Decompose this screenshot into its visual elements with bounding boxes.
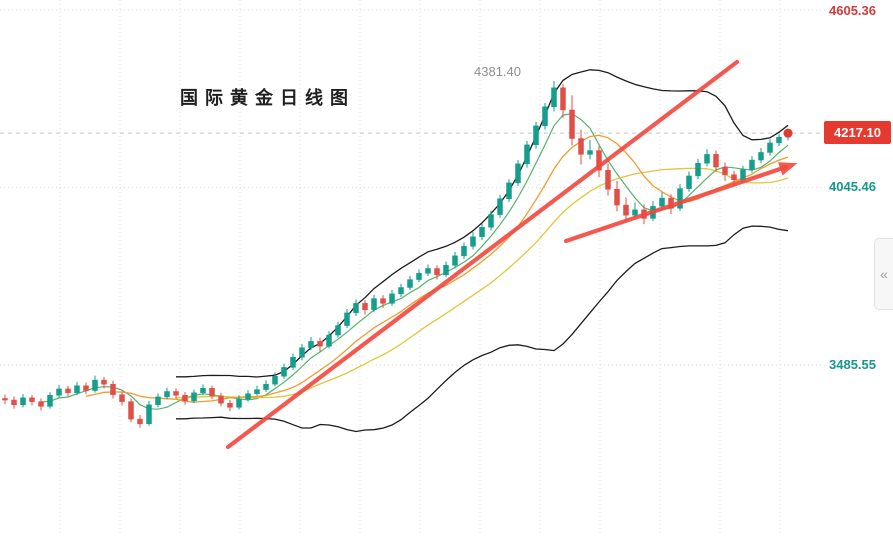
ma5-line <box>40 113 789 410</box>
chevron-left-double-icon: « <box>880 266 888 282</box>
grid-layer <box>0 0 826 536</box>
chart-title: 国际黄金日线图 <box>180 88 355 108</box>
y-axis-label-top: 4605.36 <box>829 3 876 18</box>
trend-line <box>225 59 740 450</box>
moving-average-layer <box>40 113 789 410</box>
trend-line <box>563 164 789 244</box>
collapse-panel-toggle[interactable]: « <box>874 238 893 310</box>
current-price-badge: 4217.10 <box>824 121 891 144</box>
y-axis-label-low: 3485.55 <box>829 357 876 372</box>
trend-line-layer <box>225 59 798 450</box>
last-price-marker <box>783 128 793 138</box>
ma20-line <box>176 167 789 399</box>
candles-layer <box>2 80 791 428</box>
trend-arrowhead <box>778 162 798 176</box>
bollinger-upper-line <box>176 69 789 378</box>
peak-price-label: 4381.40 <box>474 64 521 79</box>
bollinger-lower-line <box>176 225 789 433</box>
y-axis-label-mid: 4045.46 <box>829 179 876 194</box>
bollinger-band-layer <box>176 69 789 433</box>
